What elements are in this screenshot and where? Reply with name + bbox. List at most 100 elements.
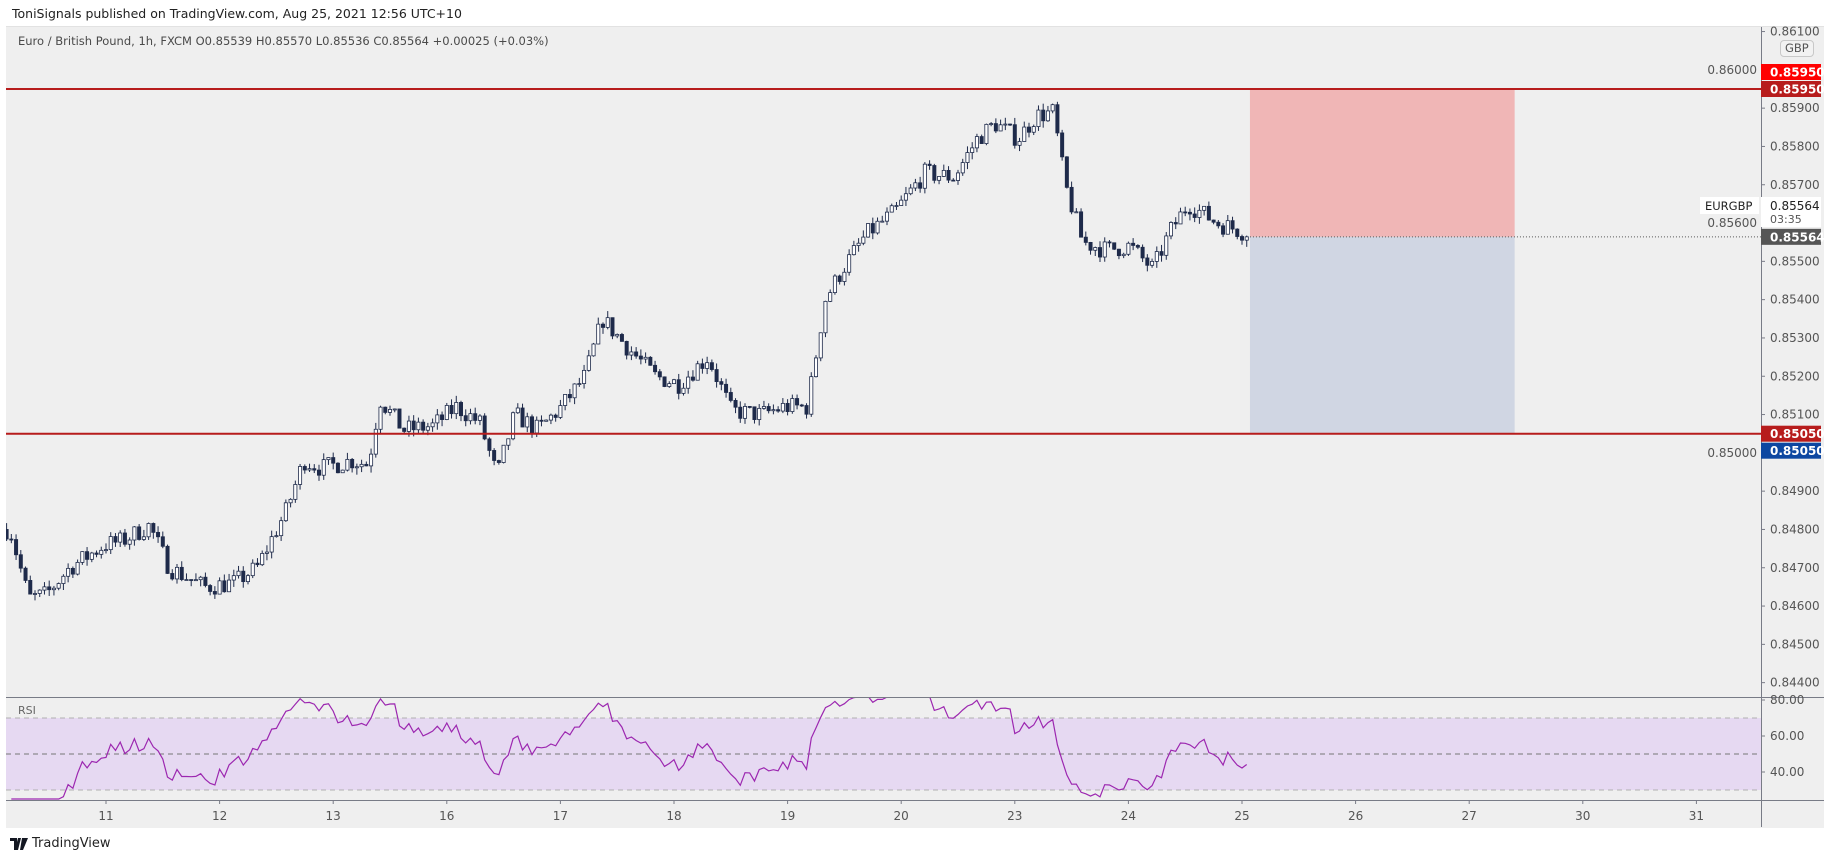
candle-down: [302, 466, 307, 471]
candle-up: [1225, 220, 1230, 235]
candle-up: [104, 549, 109, 552]
time-tick-label: 13: [326, 809, 341, 823]
bar-countdown: 03:35: [1770, 213, 1802, 226]
candle-up: [99, 549, 104, 555]
candle-down: [1012, 124, 1017, 146]
candle-up: [425, 426, 430, 431]
candle-up: [908, 187, 913, 195]
candle-down: [255, 562, 260, 566]
candle-up: [695, 363, 700, 381]
candle-up: [392, 408, 397, 411]
candle-up: [577, 383, 582, 385]
candle-up: [51, 587, 56, 591]
candle-up: [875, 220, 880, 234]
level-price-tag-bottom-bg: [1761, 425, 1821, 442]
symbol-tag: EURGBP: [1705, 199, 1752, 213]
rsi-label: RSI: [18, 704, 36, 717]
candle-down: [1187, 211, 1192, 215]
candle-down: [1211, 219, 1216, 223]
candle-down: [421, 421, 426, 431]
candle-down: [28, 580, 33, 595]
price-tick-label: 0.84400: [1770, 676, 1820, 690]
candle-up: [1003, 123, 1008, 126]
candle-up: [33, 593, 38, 595]
chart-frame[interactable]: [6, 26, 1824, 828]
candle-up: [250, 562, 255, 577]
candle-down: [804, 405, 809, 415]
candle-up: [454, 402, 459, 415]
candle-down: [1240, 236, 1245, 241]
candle-up: [880, 220, 885, 223]
candle-up: [705, 362, 710, 369]
candle-down: [634, 351, 639, 357]
candle-up: [288, 498, 293, 504]
candle-up: [184, 579, 189, 581]
candle-up: [274, 535, 279, 538]
candle-down: [610, 317, 615, 337]
candle-up: [842, 271, 847, 282]
candle-up: [809, 376, 814, 415]
candle-down: [766, 406, 771, 412]
candle-up: [818, 332, 823, 359]
candle-up: [293, 484, 298, 500]
candle-up: [298, 466, 303, 485]
time-tick-label: 25: [1234, 809, 1249, 823]
candle-up: [326, 457, 331, 461]
candle-down: [463, 415, 468, 422]
candle-up: [681, 387, 686, 394]
price-tick-label: 0.85600: [1707, 216, 1757, 230]
candle-down: [530, 416, 535, 434]
candle-up: [643, 356, 648, 360]
candle-down: [1027, 126, 1032, 133]
candle-up: [832, 275, 837, 294]
candle-up: [1126, 242, 1131, 255]
candle-down: [700, 363, 705, 369]
candle-up: [245, 575, 250, 583]
candle-down: [212, 591, 217, 595]
candle-down: [624, 340, 629, 356]
candle-down: [918, 182, 923, 189]
rsi-tick-label: 80.00: [1770, 693, 1804, 707]
horizontal-levels[interactable]: [6, 88, 1761, 435]
currency-button[interactable]: GBP: [1780, 40, 1814, 57]
candle-up: [629, 351, 634, 356]
candle-up: [501, 444, 506, 463]
candle-down: [222, 580, 227, 593]
candle-down: [364, 463, 369, 467]
candle-down: [18, 554, 23, 569]
candle-down: [122, 532, 127, 545]
candle-down: [553, 414, 558, 418]
candle-up: [856, 242, 861, 246]
candle-down: [402, 427, 407, 432]
time-tick-label: 30: [1575, 809, 1590, 823]
candle-down: [932, 165, 937, 181]
candle-up: [1197, 209, 1202, 218]
candle-down: [113, 536, 118, 543]
candle-up: [615, 334, 620, 337]
candle-up: [373, 428, 378, 455]
candle-down: [951, 179, 956, 182]
long-position-tool[interactable]: [1249, 89, 1761, 434]
candle-down: [747, 406, 752, 408]
reward-zone: [1249, 236, 1515, 434]
candle-down: [1064, 156, 1069, 188]
candle-down: [1221, 225, 1226, 235]
tradingview-logo[interactable]: TradingView: [10, 836, 111, 851]
brand-name: TradingView: [32, 836, 111, 851]
candle-down: [496, 460, 501, 463]
candle-up: [563, 394, 568, 406]
candle-up: [1169, 222, 1174, 237]
candle-up: [823, 300, 828, 334]
rsi-line: [11, 698, 1248, 800]
candle-up: [193, 579, 198, 582]
time-tick-label: 11: [98, 809, 113, 823]
candle-down: [785, 402, 790, 412]
candle-up: [80, 551, 85, 563]
candle-down: [567, 394, 572, 399]
candle-down: [85, 551, 90, 560]
candle-up: [998, 124, 1003, 132]
candle-down: [1135, 245, 1140, 248]
symbol-tag-bg: [1700, 197, 1759, 214]
candle-down: [1131, 242, 1136, 246]
